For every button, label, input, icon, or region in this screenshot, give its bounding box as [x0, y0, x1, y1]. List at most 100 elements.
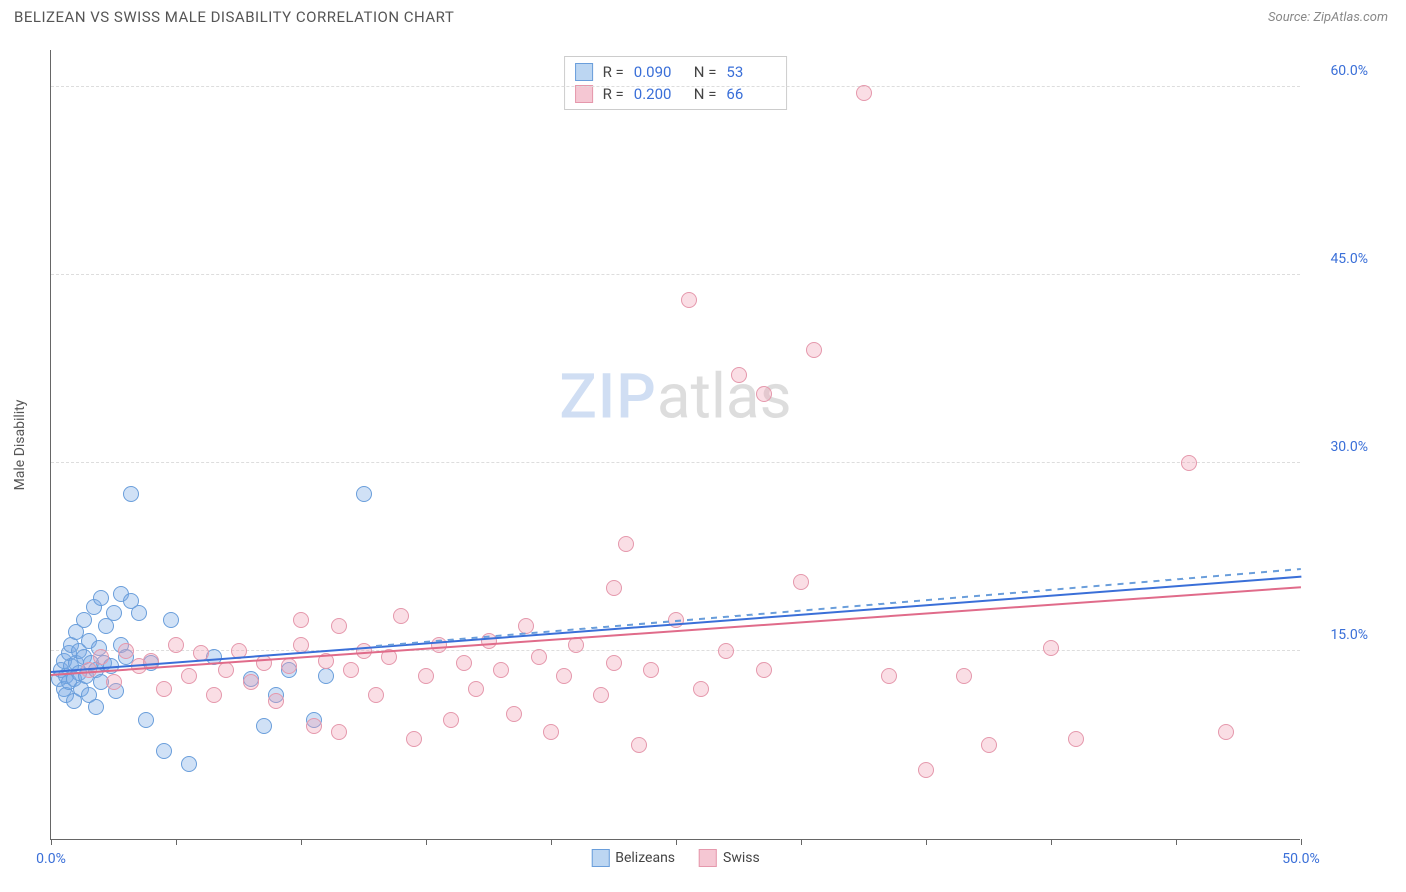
legend-swatch: [575, 85, 593, 103]
trend-line: [376, 568, 1301, 647]
legend-swatch: [591, 849, 609, 867]
chart-container: Male Disability ZIPatlas R = 0.090N = 53…: [50, 50, 1380, 840]
r-label: R =: [603, 63, 624, 81]
data-point: [93, 649, 109, 665]
data-point: [593, 687, 609, 703]
y-tick-label: 15.0%: [1308, 627, 1368, 643]
data-point: [981, 737, 997, 753]
data-point: [318, 668, 334, 684]
data-point: [856, 85, 872, 101]
data-point: [618, 536, 634, 552]
r-value: 0.200: [634, 85, 684, 103]
y-axis-title: Male Disability: [12, 400, 28, 491]
x-tick-label: 0.0%: [36, 851, 66, 867]
data-point: [918, 762, 934, 778]
data-point: [331, 724, 347, 740]
data-point: [443, 712, 459, 728]
legend-label: Swiss: [723, 850, 760, 866]
data-point: [806, 342, 822, 358]
data-point: [93, 590, 109, 606]
data-point: [88, 699, 104, 715]
data-point: [281, 658, 297, 674]
series-legend: Belizeans Swiss: [591, 849, 760, 867]
data-point: [181, 756, 197, 772]
data-point: [156, 681, 172, 697]
y-tick-label: 30.0%: [1308, 439, 1368, 455]
data-point: [543, 724, 559, 740]
data-point: [368, 687, 384, 703]
x-tick: [926, 839, 927, 845]
x-tick: [1301, 839, 1302, 845]
data-point: [756, 386, 772, 402]
x-tick-label: 50.0%: [1282, 851, 1320, 867]
data-point: [138, 712, 154, 728]
data-point: [1068, 731, 1084, 747]
legend-swatch: [575, 63, 593, 81]
data-point: [293, 612, 309, 628]
data-point: [118, 643, 134, 659]
data-point: [731, 367, 747, 383]
r-value: 0.090: [634, 63, 684, 81]
data-point: [356, 486, 372, 502]
data-point: [106, 674, 122, 690]
data-point: [1043, 640, 1059, 656]
data-point: [156, 743, 172, 759]
n-value: 53: [726, 63, 776, 81]
data-point: [456, 655, 472, 671]
data-point: [631, 737, 647, 753]
x-tick: [551, 839, 552, 845]
legend-item: Belizeans: [591, 849, 675, 867]
y-tick-label: 45.0%: [1308, 251, 1368, 267]
data-point: [331, 618, 347, 634]
data-point: [206, 687, 222, 703]
x-tick: [51, 839, 52, 845]
n-label: N =: [694, 63, 717, 81]
chart-title: BELIZEAN VS SWISS MALE DISABILITY CORREL…: [14, 8, 454, 26]
data-point: [693, 681, 709, 697]
r-label: R =: [603, 85, 624, 103]
legend-row: R = 0.090 N = 53: [575, 61, 777, 83]
x-tick: [176, 839, 177, 845]
x-tick: [1051, 839, 1052, 845]
x-tick: [426, 839, 427, 845]
x-tick: [301, 839, 302, 845]
legend-label: Belizeans: [615, 850, 675, 866]
data-point: [106, 605, 122, 621]
data-point: [406, 731, 422, 747]
data-point: [181, 668, 197, 684]
data-point: [956, 668, 972, 684]
data-point: [293, 637, 309, 653]
data-point: [793, 574, 809, 590]
data-point: [306, 718, 322, 734]
data-point: [418, 668, 434, 684]
data-point: [718, 643, 734, 659]
data-point: [243, 674, 259, 690]
data-point: [468, 681, 484, 697]
plot-area: ZIPatlas R = 0.090N = 53R = 0.200N = 66 …: [50, 50, 1300, 840]
trend-line: [51, 586, 1301, 676]
n-label: N =: [694, 85, 717, 103]
legend-swatch: [699, 849, 717, 867]
data-point: [1218, 724, 1234, 740]
data-point: [123, 486, 139, 502]
gridline: [51, 462, 1300, 463]
data-point: [268, 693, 284, 709]
legend-item: Swiss: [699, 849, 760, 867]
data-point: [256, 718, 272, 734]
data-point: [393, 608, 409, 624]
data-point: [218, 662, 234, 678]
data-point: [531, 649, 547, 665]
data-point: [606, 580, 622, 596]
data-point: [343, 662, 359, 678]
data-point: [606, 655, 622, 671]
data-point: [493, 662, 509, 678]
data-point: [643, 662, 659, 678]
correlation-legend: R = 0.090 N = 53 R = 0.200 N = 66: [564, 56, 788, 110]
n-value: 66: [726, 85, 776, 103]
data-point: [681, 292, 697, 308]
data-point: [556, 668, 572, 684]
data-point: [881, 668, 897, 684]
x-tick: [1176, 839, 1177, 845]
data-point: [506, 706, 522, 722]
data-point: [163, 612, 179, 628]
